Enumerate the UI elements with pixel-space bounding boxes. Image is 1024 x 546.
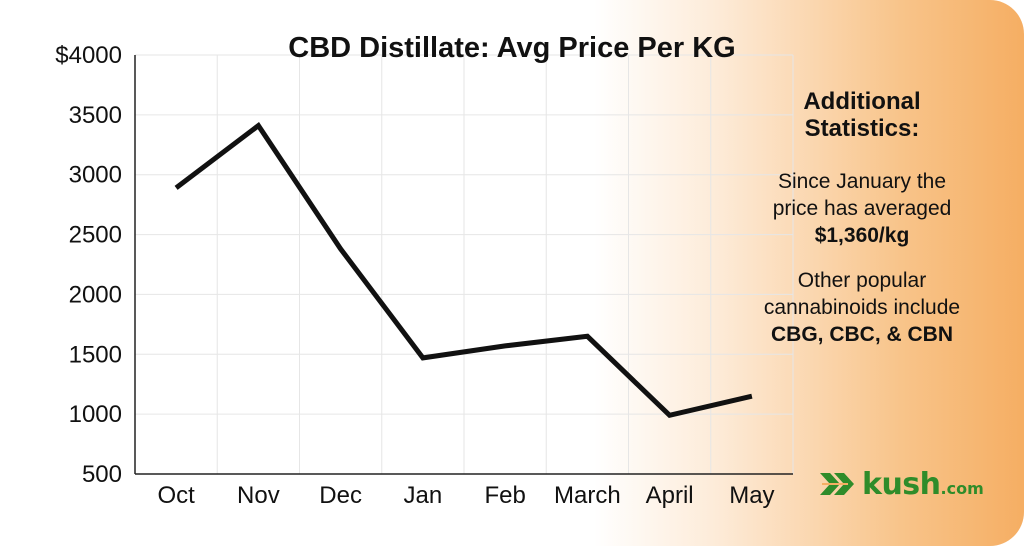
x-tick-label: Dec bbox=[319, 482, 362, 509]
stats-heading-line2: Statistics: bbox=[804, 115, 920, 142]
x-tick-label: May bbox=[729, 482, 774, 509]
stats-p1-line2: price has averaged bbox=[772, 197, 952, 220]
axes bbox=[134, 55, 793, 475]
y-tick-label: 2500 bbox=[69, 222, 122, 249]
stats-heading-line1: Additional bbox=[803, 88, 921, 115]
y-tick-label: 1000 bbox=[69, 401, 122, 428]
kush-logo: kush .com bbox=[818, 466, 984, 502]
double-chevron-icon bbox=[820, 473, 854, 495]
y-tick-label: 500 bbox=[82, 461, 122, 488]
logo-wordmark: kush bbox=[862, 466, 941, 502]
y-axis-ticks: $4000 3500 3000 2500 2000 1500 1000 500 bbox=[55, 42, 122, 488]
x-tick-label: April bbox=[646, 482, 694, 509]
y-tick-label: 3500 bbox=[69, 102, 122, 129]
logo-domain: .com bbox=[940, 478, 984, 498]
x-tick-label: Oct bbox=[157, 482, 195, 509]
chart-title: CBD Distillate: Avg Price Per KG bbox=[288, 32, 735, 64]
y-tick-label: 2000 bbox=[69, 281, 122, 308]
x-tick-label: Feb bbox=[484, 482, 525, 509]
series-line bbox=[174, 122, 753, 419]
x-tick-label: Jan bbox=[404, 482, 443, 509]
y-tick-label: $4000 bbox=[55, 42, 122, 69]
stats-other-cannabinoids: Other popular cannabinoids include CBG, … bbox=[716, 267, 1008, 348]
stats-p2-value: CBG, CBC, & CBN bbox=[771, 323, 953, 346]
stats-p1-value: $1,360/kg bbox=[814, 224, 910, 247]
stats-p2-line2: cannabinoids include bbox=[763, 296, 961, 319]
stats-average-price: Since January the price has averaged $1,… bbox=[716, 168, 1008, 249]
stats-heading: Additional Statistics: bbox=[716, 88, 1008, 142]
y-tick-label: 1500 bbox=[69, 341, 122, 368]
x-tick-label: March bbox=[554, 482, 621, 509]
stats-p1-line1: Since January the bbox=[777, 170, 947, 193]
stats-p2-line1: Other popular bbox=[797, 269, 927, 292]
y-tick-label: 3000 bbox=[69, 162, 122, 189]
x-tick-label: Nov bbox=[237, 482, 280, 509]
x-axis-ticks: Oct Nov Dec Jan Feb March April May bbox=[157, 482, 774, 509]
